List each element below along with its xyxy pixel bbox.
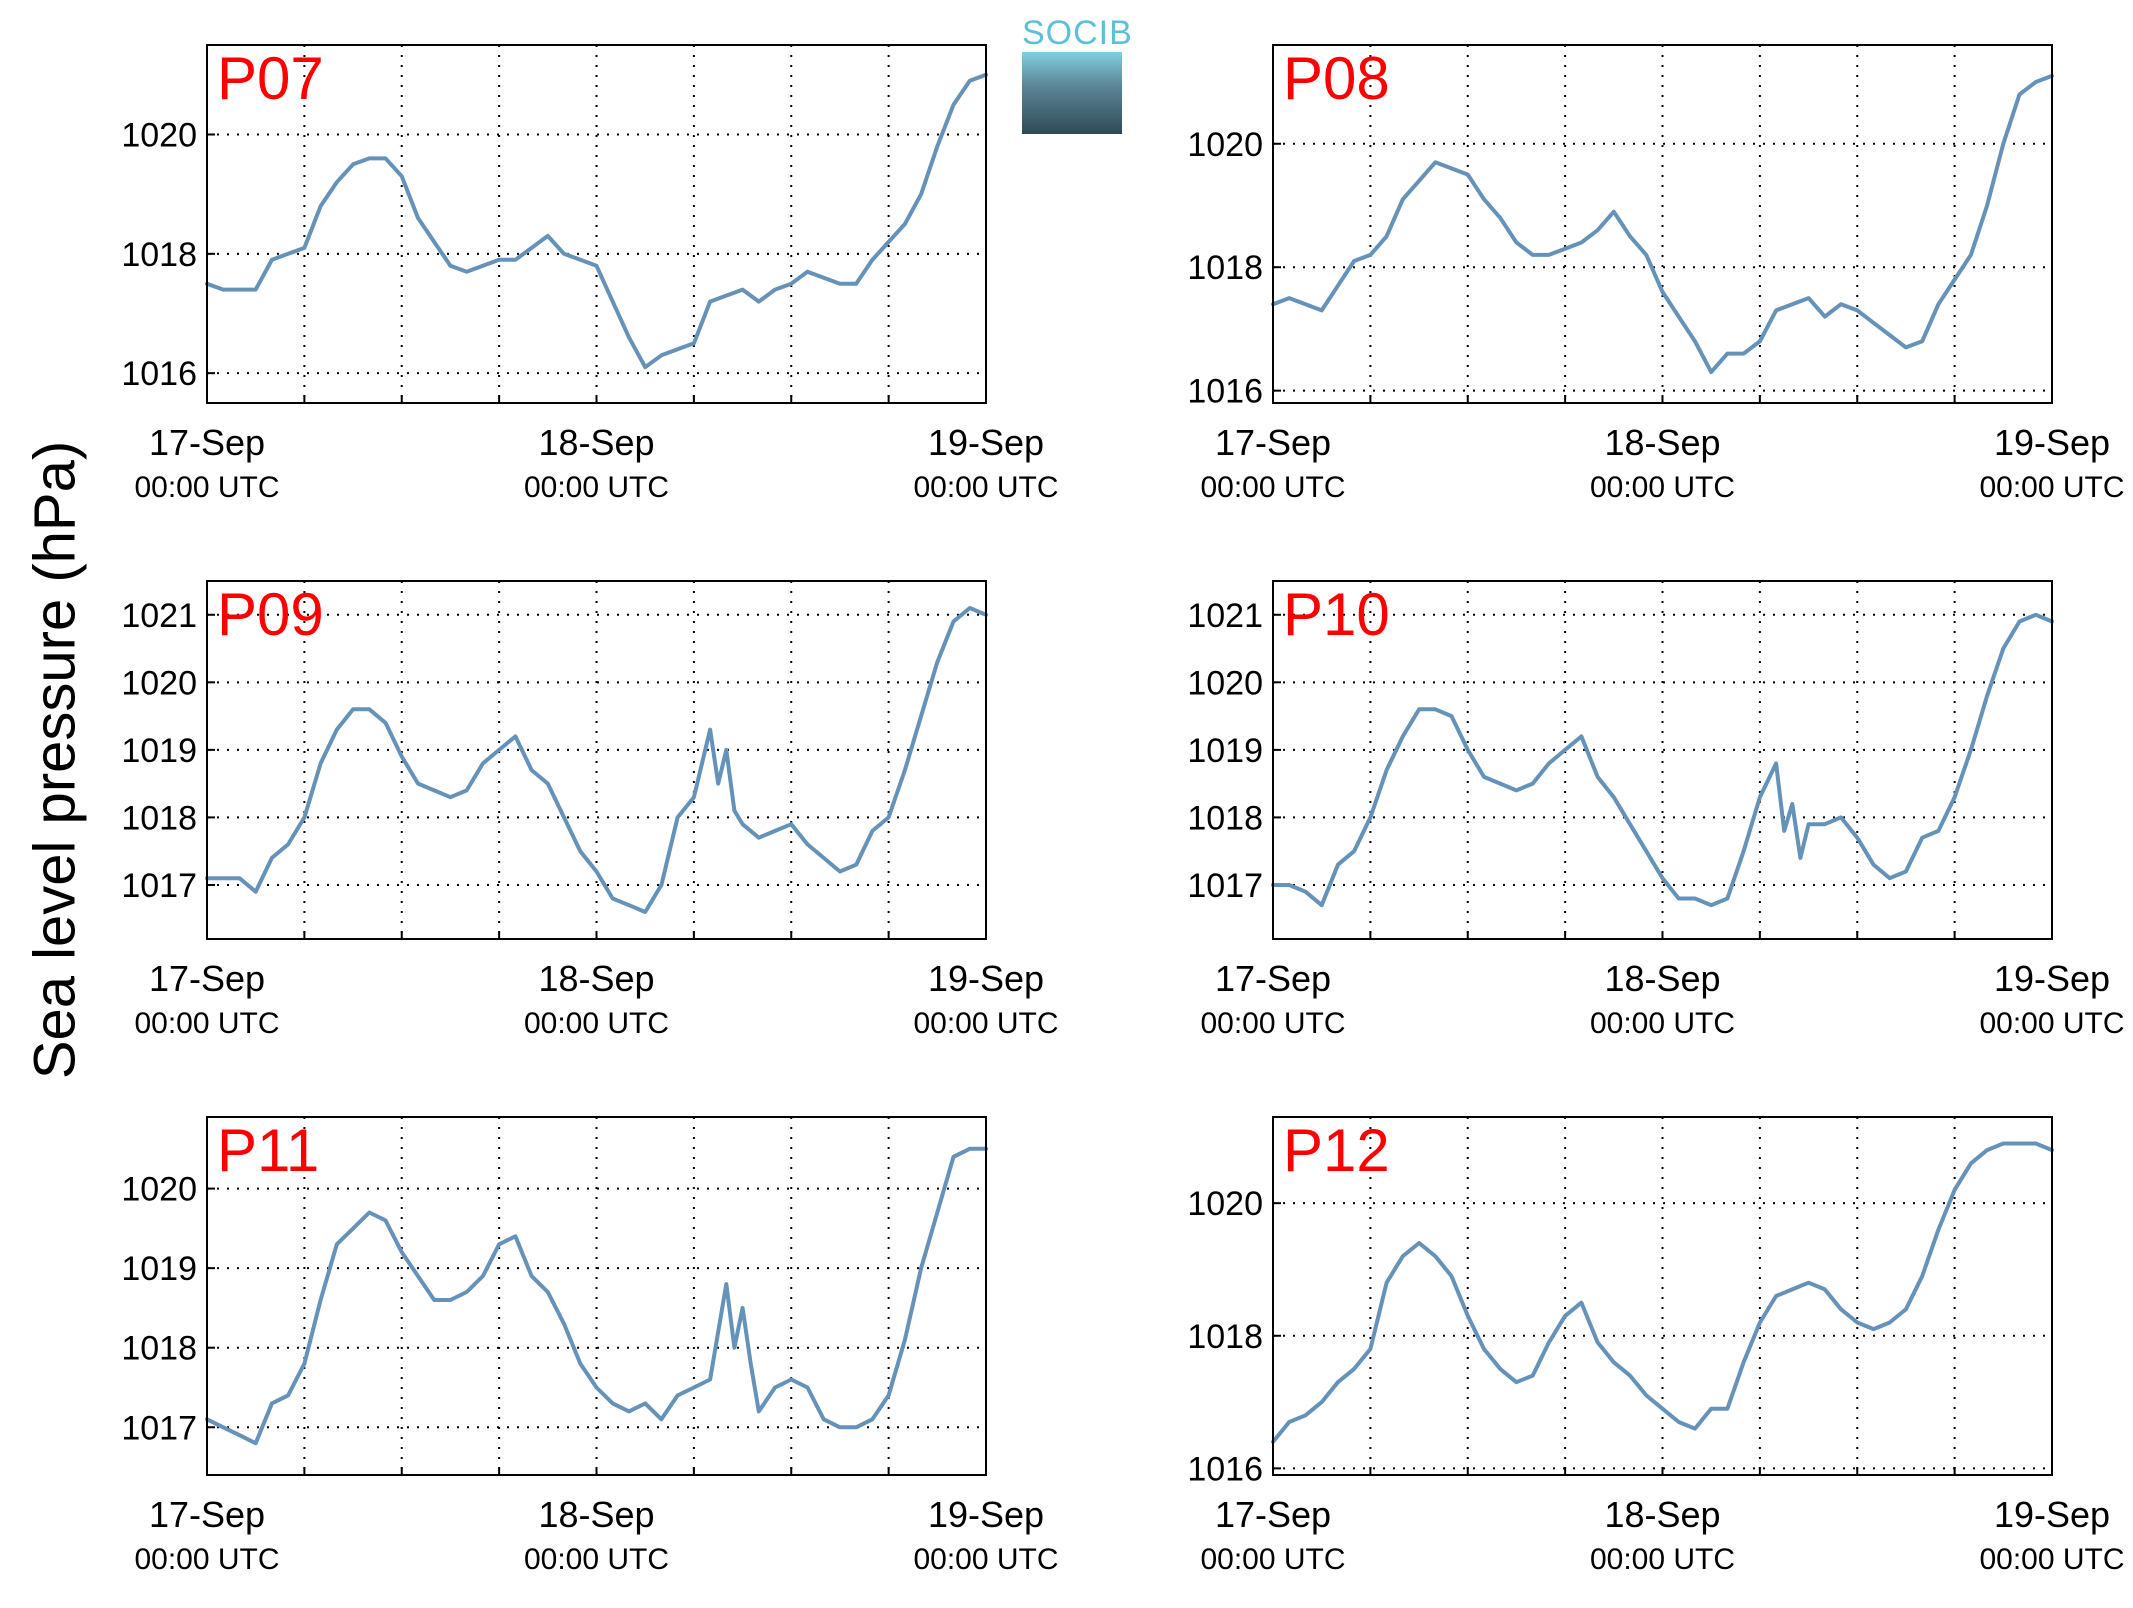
chart-svg: 1017 1018 1019 1020 1021 17-Sep 00:00 UTC 18-Se…: [1187, 580, 2125, 1040]
series-line: [1271, 612, 2054, 908]
x-tick-label-time: 00:00 UTC: [1590, 1007, 1735, 1040]
y-tick-label: 1018: [121, 799, 197, 837]
axes-frame: [206, 580, 987, 940]
y-tick-label: 1020: [121, 1171, 197, 1209]
x-tick-label-time: 00:00 UTC: [1979, 1007, 2124, 1040]
y-tick-label: 1018: [121, 1330, 197, 1368]
y-tick-label: 1020: [1187, 126, 1263, 164]
y-tick-label: 1020: [121, 117, 197, 155]
y-tick-label: 1017: [121, 1409, 197, 1447]
axes-frame: [206, 1116, 987, 1476]
y-tick-label: 1017: [1187, 867, 1263, 905]
panel-label: P07: [217, 45, 324, 112]
y-tick-label: 1021: [1187, 597, 1263, 635]
x-tick-label-time: 00:00 UTC: [1200, 471, 1345, 504]
x-tick-label-date: 19-Sep: [1994, 958, 2110, 999]
series-line: [1271, 1141, 2054, 1444]
x-tick-label-time: 00:00 UTC: [134, 471, 279, 504]
axes-frame: [206, 44, 987, 404]
x-tick-label-date: 19-Sep: [928, 958, 1044, 999]
x-tick-label-date: 18-Sep: [538, 958, 654, 999]
socib-logo: SOCIB: [1022, 14, 1133, 134]
axes-frame: [1272, 580, 2053, 940]
x-tick-label-time: 00:00 UTC: [1200, 1543, 1345, 1576]
x-tick-label-date: 17-Sep: [149, 958, 265, 999]
panel-label: P11: [217, 1117, 320, 1184]
y-tick-label: 1016: [1187, 1450, 1263, 1488]
y-tick-label: 1020: [1187, 664, 1263, 702]
panel-p11: 1017 1018 1019 1020 17-Sep 00:00 UTC 18-Sep 00:…: [0, 1072, 1066, 1608]
x-tick-label-time: 00:00 UTC: [524, 471, 669, 504]
x-tick-label-time: 00:00 UTC: [134, 1007, 279, 1040]
panel-p10: 1017 1018 1019 1020 1021 17-Sep 00:00 UTC 18-Se…: [1066, 536, 2132, 1072]
x-tick-label-time: 00:00 UTC: [524, 1007, 669, 1040]
x-tick-label-time: 00:00 UTC: [1200, 1007, 1345, 1040]
chart-svg: 1016 1018 1020 17-Sep 00:00 UTC 18-Sep 00:00 U…: [121, 44, 1059, 504]
x-tick-label-time: 00:00 UTC: [1590, 1543, 1735, 1576]
y-tick-label: 1021: [121, 597, 197, 635]
x-tick-label-date: 18-Sep: [1604, 958, 1720, 999]
x-tick-label-time: 00:00 UTC: [913, 1543, 1058, 1576]
axes-frame: [1272, 44, 2053, 404]
chart-svg: 1017 1018 1019 1020 17-Sep 00:00 UTC 18-Sep 00:…: [121, 1116, 1059, 1576]
panel-label: P08: [1283, 45, 1390, 112]
axes-frame: [1272, 1116, 2053, 1476]
panel-label: P12: [1283, 1117, 1390, 1184]
x-tick-label-date: 17-Sep: [1215, 1494, 1331, 1535]
x-tick-label-date: 17-Sep: [149, 1494, 265, 1535]
x-tick-label-date: 18-Sep: [538, 1494, 654, 1535]
x-tick-label-time: 00:00 UTC: [913, 471, 1058, 504]
y-tick-label: 1019: [121, 1250, 197, 1288]
x-tick-label-date: 19-Sep: [1994, 1494, 2110, 1535]
y-tick-label: 1020: [1187, 1185, 1263, 1223]
y-tick-label: 1018: [1187, 799, 1263, 837]
x-tick-label-time: 00:00 UTC: [1979, 1543, 2124, 1576]
logo-text: SOCIB: [1022, 14, 1133, 52]
series-line: [205, 72, 988, 370]
x-tick-label-date: 17-Sep: [1215, 422, 1331, 463]
chart-svg: 1016 1018 1020 17-Sep 00:00 UTC 18-Sep 00:00 U…: [1187, 44, 2125, 504]
panel-label: P09: [217, 581, 324, 648]
x-tick-label-date: 18-Sep: [1604, 422, 1720, 463]
y-tick-label: 1018: [1187, 249, 1263, 287]
x-tick-label-time: 00:00 UTC: [1590, 471, 1735, 504]
y-tick-label: 1018: [121, 236, 197, 274]
x-tick-label-date: 19-Sep: [1994, 422, 2110, 463]
panel-label: P10: [1283, 581, 1390, 648]
panel-p08: 1016 1018 1020 17-Sep 00:00 UTC 18-Sep 00:00 U…: [1066, 0, 2132, 536]
logo-graphic: [1022, 52, 1122, 134]
y-tick-label: 1019: [1187, 732, 1263, 770]
panel-p09: 1017 1018 1019 1020 1021 17-Sep 00:00 UTC 18-Se…: [0, 536, 1066, 1072]
x-tick-label-date: 19-Sep: [928, 1494, 1044, 1535]
x-tick-label-time: 00:00 UTC: [524, 1543, 669, 1576]
y-tick-label: 1016: [121, 355, 197, 393]
x-tick-label-time: 00:00 UTC: [1979, 471, 2124, 504]
chart-svg: 1017 1018 1019 1020 1021 17-Sep 00:00 UTC 18-Se…: [121, 580, 1059, 1040]
series-line: [1271, 73, 2054, 375]
x-tick-label-date: 19-Sep: [928, 422, 1044, 463]
panel-p07: 1016 1018 1020 17-Sep 00:00 UTC 18-Sep 00:00 U…: [0, 0, 1066, 536]
panel-p12: 1016 1018 1020 17-Sep 00:00 UTC 18-Sep 00:00 U…: [1066, 1072, 2132, 1608]
series-line: [205, 606, 988, 914]
x-tick-label-date: 17-Sep: [1215, 958, 1331, 999]
y-tick-label: 1018: [1187, 1318, 1263, 1356]
x-tick-label-time: 00:00 UTC: [913, 1007, 1058, 1040]
y-tick-label: 1020: [121, 664, 197, 702]
chart-svg: 1016 1018 1020 17-Sep 00:00 UTC 18-Sep 00:00 U…: [1187, 1116, 2125, 1576]
x-tick-label-time: 00:00 UTC: [134, 1543, 279, 1576]
y-tick-label: 1016: [1187, 373, 1263, 411]
y-tick-label: 1017: [121, 867, 197, 905]
x-tick-label-date: 17-Sep: [149, 422, 265, 463]
series-line: [205, 1146, 988, 1446]
x-tick-label-date: 18-Sep: [538, 422, 654, 463]
y-tick-label: 1019: [121, 732, 197, 770]
x-tick-label-date: 18-Sep: [1604, 1494, 1720, 1535]
